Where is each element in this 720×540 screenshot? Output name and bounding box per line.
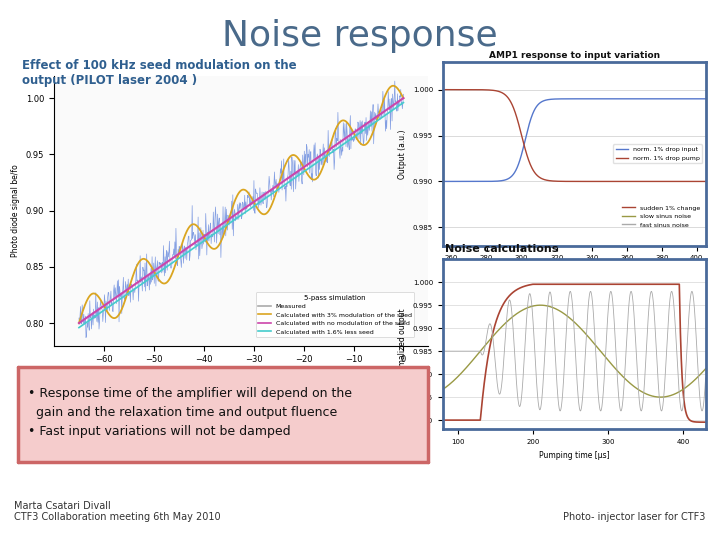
- Title: AMP1 response to input variation: AMP1 response to input variation: [489, 51, 660, 60]
- Text: CTF3 Collaboration meeting 6th May 2010: CTF3 Collaboration meeting 6th May 2010: [14, 512, 221, 522]
- Text: Effect of 100 kHz seed modulation on the
output (PILOT laser 2004 ): Effect of 100 kHz seed modulation on the…: [22, 59, 296, 87]
- Legend: norm. 1% drop input, norm. 1% drop pump: norm. 1% drop input, norm. 1% drop pump: [613, 145, 703, 163]
- Y-axis label: Normalized output: Normalized output: [398, 308, 408, 380]
- Text: • Response time of the amplifier will depend on the
  gain and the relaxation ti: • Response time of the amplifier will de…: [28, 387, 352, 438]
- X-axis label: Time (microsecond): Time (microsecond): [197, 370, 286, 379]
- Text: Noise response: Noise response: [222, 19, 498, 53]
- X-axis label: Pumping time [μs]: Pumping time [μs]: [539, 450, 610, 460]
- Text: Noise calculations: Noise calculations: [445, 244, 558, 254]
- Y-axis label: Output (a.u.): Output (a.u.): [398, 129, 408, 179]
- Legend: Measured, Calculated with 3% modulation of the seed, Calculated with no modulati: Measured, Calculated with 3% modulation …: [256, 292, 414, 337]
- X-axis label: Time (μs): Time (μs): [557, 267, 592, 276]
- Y-axis label: Photo diode signal be/fo: Photo diode signal be/fo: [12, 164, 20, 257]
- Legend: sudden 1% change, slow sinus noise, fast sinus noise: sudden 1% change, slow sinus noise, fast…: [620, 203, 703, 230]
- Text: Photo- injector laser for CTF3: Photo- injector laser for CTF3: [563, 512, 706, 522]
- Text: Marta Csatari Divall: Marta Csatari Divall: [14, 501, 111, 511]
